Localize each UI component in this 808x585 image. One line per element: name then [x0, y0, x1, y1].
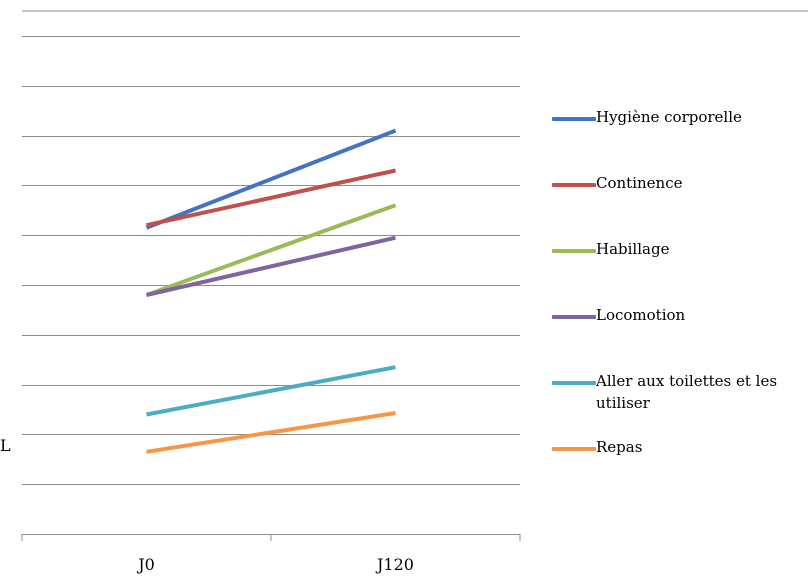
legend-item: Repas	[552, 436, 808, 458]
legend-item: Habillage	[552, 238, 808, 260]
legend-swatch	[552, 249, 596, 253]
legend-label: Repas	[596, 438, 643, 456]
legend-swatch	[552, 315, 596, 319]
legend-swatch	[552, 117, 596, 121]
legend-label: Aller aux toilettes et les utiliser	[596, 372, 778, 412]
series-line	[145, 203, 397, 297]
legend-label: Continence	[596, 174, 683, 192]
x-tick-label: J0	[136, 555, 155, 574]
legend-item: Hygiène corporelle	[552, 106, 808, 128]
series-line	[145, 128, 397, 230]
series-line	[146, 365, 396, 417]
legend-label: Habillage	[596, 240, 670, 258]
legend-swatch	[552, 381, 596, 385]
x-tick-label: J120	[375, 555, 414, 574]
series-line	[146, 411, 396, 454]
series-line	[146, 235, 396, 297]
legend-label: Locomotion	[596, 306, 686, 324]
legend-label: Hygiène corporelle	[596, 108, 742, 126]
gridlines	[22, 10, 808, 485]
legend-swatch	[552, 447, 596, 451]
x-axis	[21, 534, 521, 541]
legend-item: Aller aux toilettes et les utiliser	[552, 370, 808, 414]
cropped-axis-glyph: L	[0, 436, 11, 455]
legend-swatch	[552, 183, 596, 187]
series-line	[146, 168, 396, 228]
series-lines	[145, 128, 397, 454]
legend-item: Continence	[552, 172, 808, 194]
x-tick-labels: J0 J120	[136, 555, 414, 574]
legend-item: Locomotion	[552, 304, 808, 326]
